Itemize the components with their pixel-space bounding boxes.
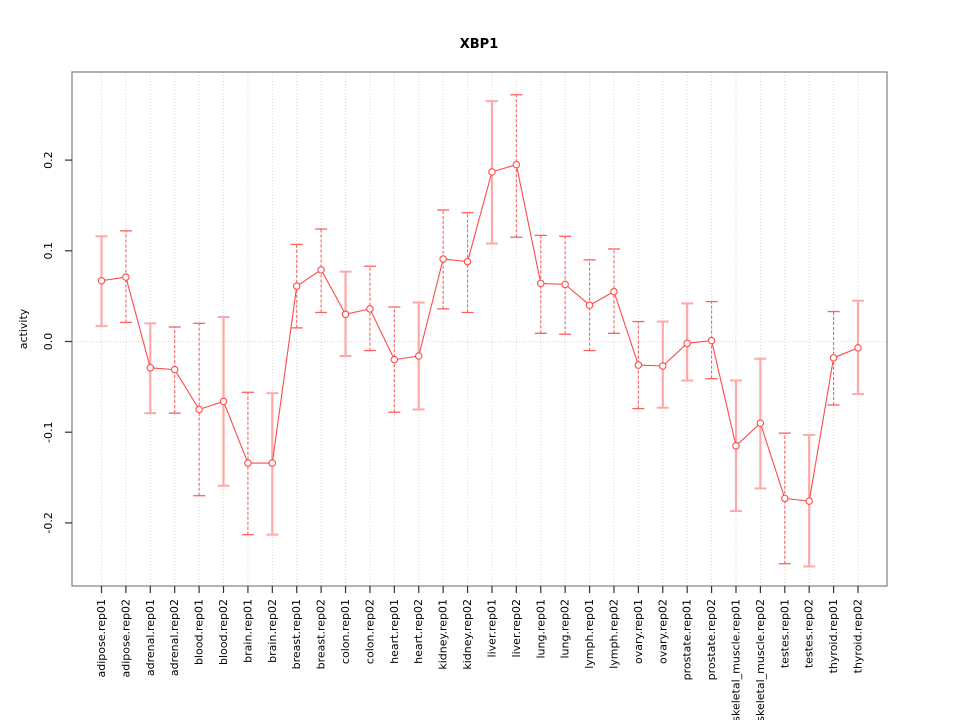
data-point-marker xyxy=(366,305,374,313)
x-tick-label: lung.rep02 xyxy=(559,599,572,659)
x-tick-label: prostate.rep02 xyxy=(705,599,718,680)
y-tick-label: 0.0 xyxy=(42,333,55,351)
y-tick-label: 0.2 xyxy=(42,151,55,169)
data-point-marker xyxy=(341,310,350,319)
x-tick-label: blood.rep01 xyxy=(193,599,206,665)
y-axis-ticks xyxy=(65,159,72,524)
x-tick-label: kidney.rep02 xyxy=(461,599,474,670)
data-point-marker xyxy=(707,336,716,345)
x-tick-label: breast.rep02 xyxy=(315,599,328,669)
data-point-marker xyxy=(414,352,423,360)
x-tick-label: lymph.rep01 xyxy=(583,599,596,669)
data-point-marker xyxy=(537,279,545,288)
data-point-marker xyxy=(122,273,130,281)
data-point-marker xyxy=(146,364,155,372)
data-point-marker xyxy=(390,355,399,364)
x-tick-label: thyroid.rep01 xyxy=(827,599,840,673)
data-point-marker xyxy=(170,365,179,374)
x-tick-label: thyroid.rep02 xyxy=(852,599,865,673)
x-tick-label: adipose.rep02 xyxy=(119,599,132,678)
x-tick-label: lung.rep01 xyxy=(534,599,547,659)
data-point-marker xyxy=(585,301,594,309)
data-point-marker xyxy=(219,397,228,406)
data-point-marker xyxy=(732,442,740,450)
data-point-marker xyxy=(244,459,252,467)
data-point-marker xyxy=(854,344,862,352)
x-axis-ticks xyxy=(100,586,859,593)
chart-title: XBP1 xyxy=(460,37,499,52)
y-tick-label: 0.1 xyxy=(42,242,55,259)
data-point-marker xyxy=(268,459,277,467)
x-tick-label: kidney.rep01 xyxy=(437,599,450,670)
data-point-marker xyxy=(463,257,472,266)
x-tick-label: breast.rep01 xyxy=(290,599,303,669)
series-line xyxy=(101,163,859,502)
x-tick-label: liver.rep02 xyxy=(510,599,523,657)
x-tick-label: adrenal.rep01 xyxy=(144,599,157,676)
x-tick-label: testes.rep02 xyxy=(803,599,816,668)
x-tick-label: liver.rep01 xyxy=(485,599,498,657)
data-point-marker xyxy=(829,354,838,362)
data-point-marker xyxy=(756,419,765,427)
x-tick-labels: adipose.rep01 adipose.rep02 adrenal.rep01 a… xyxy=(95,599,865,722)
x-tick-label: skeletal_muscle.rep02 xyxy=(754,599,767,720)
x-tick-label: ovary.rep01 xyxy=(632,599,645,664)
data-point-marker xyxy=(561,280,569,289)
x-tick-label: blood.rep02 xyxy=(217,599,230,665)
x-tick-label: heart.rep02 xyxy=(412,599,425,664)
data-point-marker xyxy=(683,339,691,348)
plot-border xyxy=(71,71,888,587)
y-tick-labels: -0.2 -0.1 0.0 0.1 0.2 xyxy=(42,151,55,533)
x-tick-label: adipose.rep01 xyxy=(95,599,108,678)
x-tick-label: colon.rep02 xyxy=(363,599,376,664)
x-tick-label: prostate.rep01 xyxy=(681,599,694,680)
data-point-marker xyxy=(805,497,813,505)
x-tick-label: adrenal.rep02 xyxy=(168,599,181,676)
data-point-marker xyxy=(781,494,789,503)
x-tick-label: lymph.rep02 xyxy=(607,599,620,669)
series-polyline xyxy=(101,163,859,502)
x-tick-label: colon.rep01 xyxy=(339,599,352,664)
data-point-marker xyxy=(610,287,618,296)
data-point-marker xyxy=(195,405,203,414)
x-tick-label: testes.rep01 xyxy=(778,599,791,668)
x-tick-label: brain.rep02 xyxy=(266,599,279,663)
data-point-marker xyxy=(488,168,496,176)
y-tick-label: -0.1 xyxy=(42,421,55,442)
data-point-marker xyxy=(317,266,325,274)
data-point-marker xyxy=(439,255,447,263)
data-point-marker xyxy=(97,276,106,285)
gridlines xyxy=(101,72,859,586)
error-bars xyxy=(95,94,864,568)
x-tick-label: heart.rep01 xyxy=(388,599,401,664)
data-point-marker xyxy=(659,362,667,370)
data-point-marker xyxy=(634,361,643,369)
y-tick-label: -0.2 xyxy=(42,512,55,533)
x-tick-label: ovary.rep02 xyxy=(656,599,669,664)
x-tick-label: skeletal_muscle.rep01 xyxy=(729,599,742,720)
data-point-marker xyxy=(292,282,301,290)
y-axis-label: activity xyxy=(17,308,30,349)
data-point-marker xyxy=(512,160,521,169)
data-points xyxy=(97,160,862,505)
x-tick-label: brain.rep01 xyxy=(241,599,254,663)
